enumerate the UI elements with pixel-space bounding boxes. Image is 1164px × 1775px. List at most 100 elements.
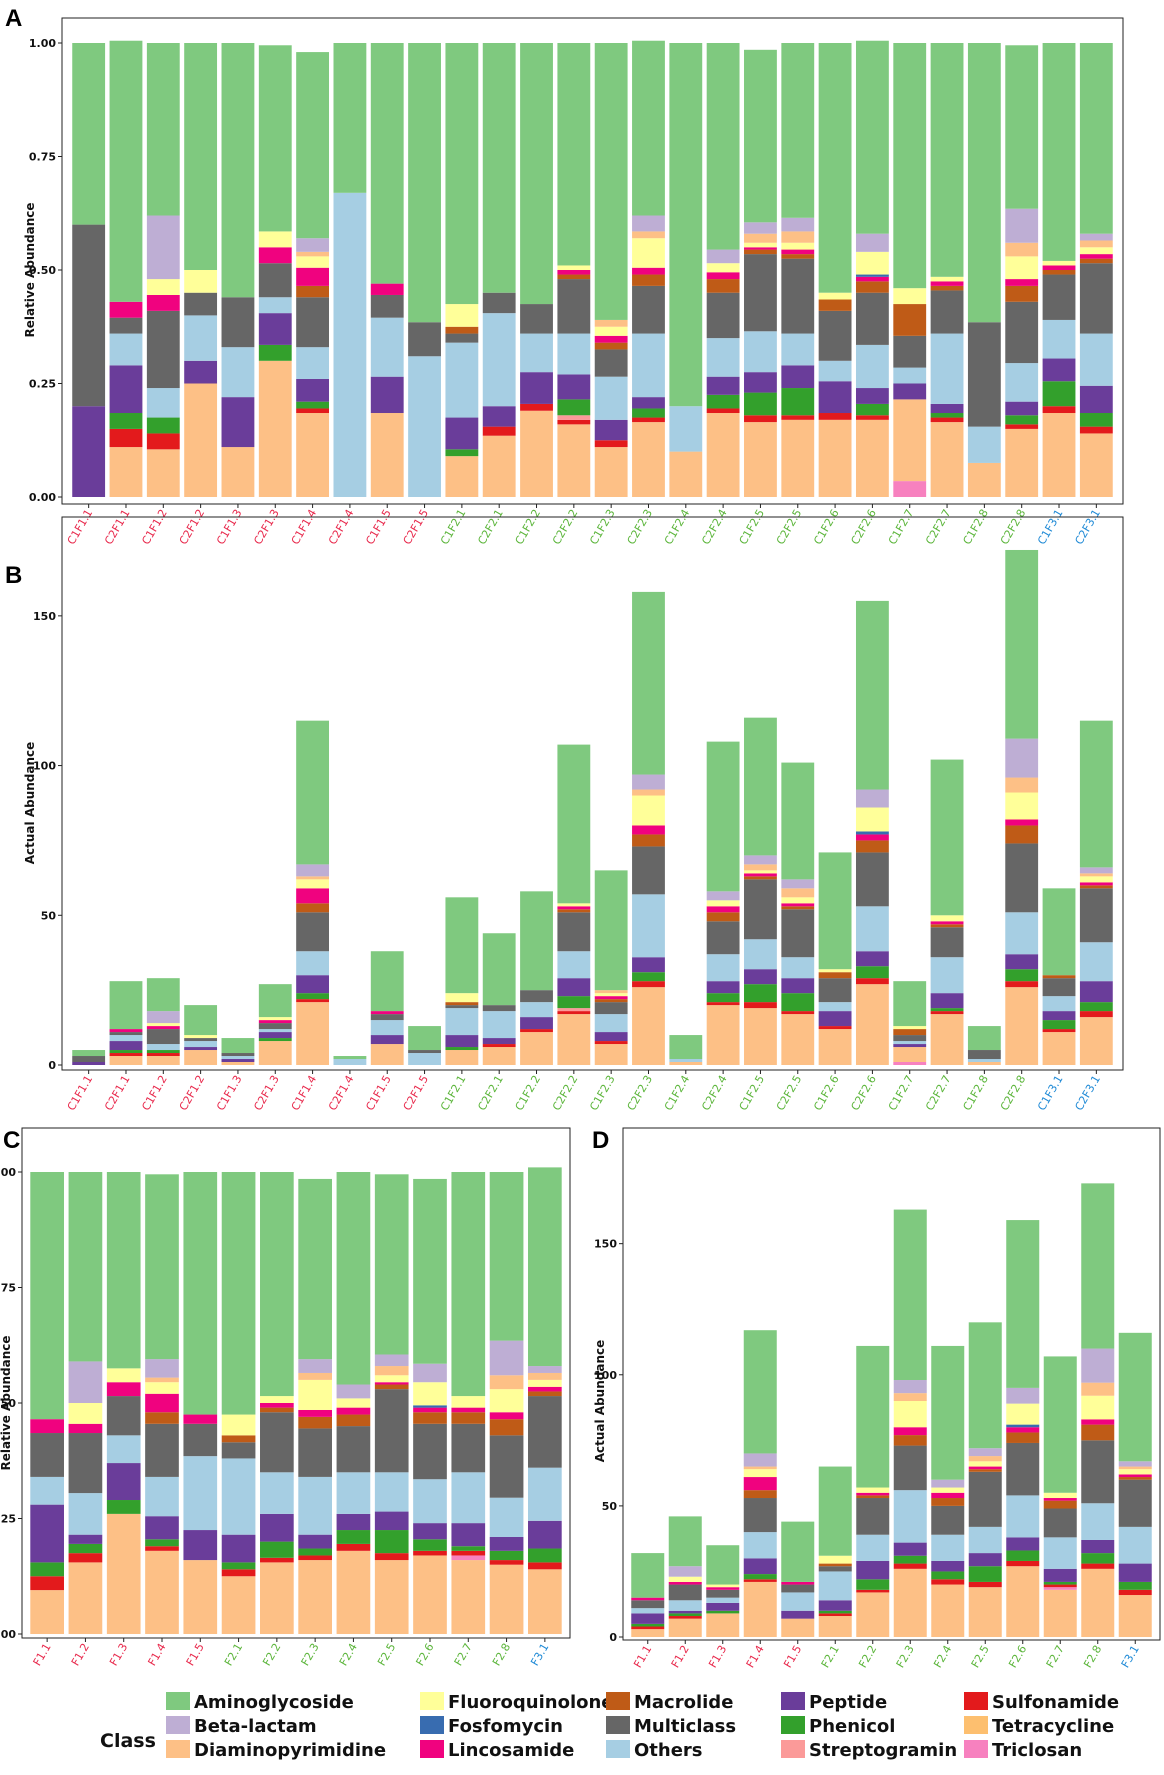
bar-segment-macrolide <box>818 299 852 311</box>
bar-segment-aminoglycoside <box>1081 1183 1115 1349</box>
bar-segment-peptide <box>1079 385 1113 414</box>
panel-c-letter: C <box>3 1127 20 1154</box>
bar-segment-macrolide <box>855 281 889 293</box>
bar-segment-beta-lactam <box>931 1479 965 1488</box>
panel-a-frame <box>61 17 1124 505</box>
y-tick-label: 1.00 <box>0 1166 16 1179</box>
bar-segment-aminoglycoside <box>557 43 591 266</box>
bar-segment-peptide <box>520 1017 553 1030</box>
bar-segment-others <box>930 333 964 404</box>
bar-segment-peptide <box>706 376 740 395</box>
bar-segment-sulfonamide <box>528 1562 562 1570</box>
bar-segment-peptide <box>893 383 927 400</box>
bar-segment-others <box>258 1029 292 1033</box>
bar-segment-fluoroquinolone <box>968 1461 1002 1467</box>
bar-segment-multiclass <box>818 310 852 361</box>
bar-segment-beta-lactam <box>855 789 889 808</box>
bar-segment-sulfonamide <box>743 1579 777 1582</box>
bar-segment-diaminopyrimidine <box>669 1062 703 1065</box>
bar-c1f2-6 <box>818 43 852 497</box>
bar-segment-diaminopyrimidine <box>109 1056 143 1065</box>
bar-segment-macrolide <box>1081 1424 1115 1441</box>
bar-segment-multiclass <box>781 258 815 334</box>
x-tick-label: F1.3 <box>107 1641 130 1668</box>
bar-segment-macrolide <box>706 912 740 922</box>
bar-segment-macrolide <box>1118 1477 1152 1480</box>
bar-segment-others <box>30 1476 64 1505</box>
bar-segment-peptide <box>451 1523 486 1547</box>
bar-segment-fluoroquinolone <box>258 231 292 248</box>
bar-segment-sulfonamide <box>818 413 852 420</box>
bar-segment-lincosamide <box>413 1407 447 1413</box>
bar-segment-others <box>413 1479 447 1524</box>
bar-segment-others <box>333 1059 367 1065</box>
bar-segment-lincosamide <box>706 906 740 913</box>
bar-segment-diaminopyrimidine <box>258 1041 292 1065</box>
bar-segment-others <box>528 1467 562 1521</box>
x-tick-label: C1F1.3 <box>214 1073 245 1113</box>
bar-segment-peptide <box>855 951 889 967</box>
legend-swatch <box>420 1716 444 1734</box>
bar-segment-multiclass <box>893 1035 927 1042</box>
bar-f1-1 <box>631 1553 665 1637</box>
bar-segment-aminoglycoside <box>520 43 553 305</box>
legend-item-phenicol: Phenicol <box>781 1716 895 1737</box>
bar-segment-macrolide <box>1006 1432 1040 1443</box>
bar-segment-others <box>1081 1503 1115 1540</box>
bar-segment-multiclass <box>1005 843 1039 913</box>
bar-segment-phenicol <box>1079 1002 1113 1012</box>
x-tick-label: C1F2.6 <box>811 507 842 547</box>
bar-c2f2-6 <box>855 600 889 1065</box>
bar-segment-sulfonamide <box>631 1626 665 1630</box>
bar-segment-sulfonamide <box>296 999 330 1003</box>
bar-segment-sulfonamide <box>1118 1589 1152 1596</box>
bar-segment-fluoroquinolone <box>706 900 740 907</box>
bar-segment-phenicol <box>818 1610 852 1614</box>
bar-segment-diaminopyrimidine <box>744 233 777 243</box>
bar-segment-multiclass <box>184 292 218 316</box>
x-tick-label: C1F2.8 <box>960 507 991 547</box>
bar-segment-fluoroquinolone <box>1081 1395 1115 1420</box>
bar-segment-others <box>818 360 852 382</box>
bar-segment-diaminopyrimidine <box>146 1056 180 1065</box>
bar-segment-peptide <box>374 1511 409 1531</box>
bar-segment-diaminopyrimidine <box>1005 777 1039 793</box>
bar-c2f1-3 <box>258 45 292 497</box>
x-tick-label: F1.4 <box>145 1641 168 1668</box>
bar-segment-sulfonamide <box>489 1560 524 1565</box>
bar-c1f1-1 <box>72 43 106 497</box>
bar-segment-phenicol <box>221 1562 256 1570</box>
x-tick-label: C2F2.1 <box>475 1073 506 1113</box>
panel-c: C 0.00 0.25 0.50 0.75 1.00 Relative Abundance F… <box>0 1127 571 1668</box>
x-tick-label: C2F2.5 <box>774 507 805 547</box>
bar-segment-fosfomycin <box>855 831 889 835</box>
bar-segment-sulfonamide <box>30 1576 64 1591</box>
bar-segment-diaminopyrimidine <box>967 1062 1001 1065</box>
bar-segment-multiclass <box>557 912 591 952</box>
bar-segment-lincosamide <box>743 1477 777 1491</box>
bar-segment-aminoglycoside <box>30 1172 64 1420</box>
bar-segment-phenicol <box>260 1541 294 1558</box>
bar-segment-multiclass <box>706 1589 740 1598</box>
bar-segment-peptide <box>856 1560 890 1580</box>
bar-segment-aminoglycoside <box>930 759 964 916</box>
bar-segment-peptide <box>893 1044 927 1048</box>
bar-segment-multiclass <box>30 1433 64 1477</box>
bar-segment-peptide <box>968 1553 1002 1567</box>
bar-segment-fluoroquinolone <box>781 897 815 904</box>
panel-a-y-axis-label: Relative Abundance <box>23 202 37 337</box>
bar-f2-2 <box>856 1345 890 1637</box>
bar-f3-1 <box>1118 1332 1152 1637</box>
bar-c1f2-7 <box>893 43 927 497</box>
bar-segment-aminoglycoside <box>1079 43 1113 234</box>
bar-segment-macrolide <box>931 1498 965 1506</box>
bar-segment-sulfonamide <box>146 1053 180 1057</box>
bar-segment-lincosamide <box>30 1419 64 1434</box>
bar-segment-phenicol <box>445 1047 479 1051</box>
bar-segment-fluoroquinolone <box>68 1403 103 1424</box>
bar-segment-lincosamide <box>781 1581 815 1585</box>
bar-segment-phenicol <box>1005 415 1039 425</box>
bar-segment-diaminopyrimidine <box>221 447 255 497</box>
bar-segment-fluoroquinolone <box>451 1396 486 1408</box>
bar-f2-8 <box>489 1172 524 1634</box>
